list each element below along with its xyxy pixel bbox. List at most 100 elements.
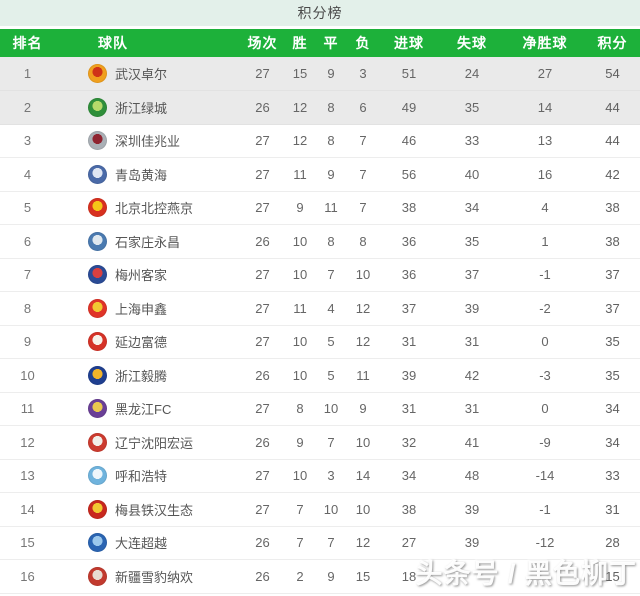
team-name: 浙江绿城: [115, 100, 168, 116]
cell-rank: 10: [0, 358, 55, 393]
cell-team: 梅县铁汉生态: [55, 492, 240, 527]
cell-rank: 14: [0, 492, 55, 527]
cell-rank: 6: [0, 224, 55, 259]
cell-win: 7: [285, 526, 315, 560]
cell-loss: 9: [347, 392, 379, 426]
cell-ga: 31: [439, 325, 505, 359]
team-logo-icon: [88, 533, 107, 553]
table-row: 11 黑龙江FC 27 8 10 9 31 31 0 34: [0, 392, 640, 426]
team-logo-icon: [88, 365, 107, 385]
cell-win: 15: [285, 57, 315, 91]
cell-gd: -2: [505, 291, 585, 326]
cell-rank: 16: [0, 559, 55, 594]
team-logo-icon: [88, 298, 107, 318]
cell-loss: 7: [347, 157, 379, 192]
cell-played: 27: [240, 291, 285, 326]
cell-gd: -3: [505, 358, 585, 393]
team-logo-icon: [88, 231, 107, 251]
cell-rank: 9: [0, 325, 55, 359]
cell-pts: 44: [585, 124, 640, 158]
cell-gf: 31: [379, 392, 439, 426]
cell-gd: 4: [505, 191, 585, 225]
cell-rank: 13: [0, 459, 55, 493]
cell-ga: [439, 559, 505, 594]
cell-team: 新疆雪豹纳欢: [55, 559, 240, 594]
cell-win: 7: [285, 492, 315, 527]
cell-gd: [505, 559, 585, 594]
cell-played: 26: [240, 224, 285, 259]
cell-rank: 1: [0, 57, 55, 91]
cell-draw: 7: [315, 526, 347, 560]
cell-team: 上海申鑫: [55, 291, 240, 326]
cell-ga: 39: [439, 492, 505, 527]
cell-win: 11: [285, 291, 315, 326]
table-row: 10 浙江毅腾 26 10 5 11 39 42 -3 35: [0, 358, 640, 393]
cell-rank: 15: [0, 526, 55, 560]
cell-gd: 13: [505, 124, 585, 158]
cell-loss: 6: [347, 90, 379, 125]
cell-played: 27: [240, 191, 285, 225]
column-header-played: 场次: [240, 29, 285, 57]
cell-draw: 9: [315, 157, 347, 192]
cell-gd: 16: [505, 157, 585, 192]
cell-win: 9: [285, 191, 315, 225]
cell-win: 10: [285, 224, 315, 259]
cell-gd: 1: [505, 224, 585, 259]
team-name: 辽宁沈阳宏运: [115, 435, 194, 451]
cell-ga: 31: [439, 392, 505, 426]
team-logo-icon: [88, 499, 107, 519]
cell-pts: 38: [585, 191, 640, 225]
cell-pts: 42: [585, 157, 640, 192]
cell-rank: 5: [0, 191, 55, 225]
cell-played: 27: [240, 124, 285, 158]
table-row: 2 浙江绿城 26 12 8 6 49 35 14 44: [0, 90, 640, 125]
cell-pts: 38: [585, 224, 640, 259]
cell-gf: 46: [379, 124, 439, 158]
cell-played: 26: [240, 358, 285, 393]
cell-team: 黑龙江FC: [55, 392, 240, 426]
cell-pts: 37: [585, 258, 640, 292]
cell-loss: 10: [347, 258, 379, 292]
table-row: 16 新疆雪豹纳欢 26 2 9 15 18 15: [0, 559, 640, 594]
cell-loss: 12: [347, 325, 379, 359]
cell-win: 10: [285, 358, 315, 393]
cell-ga: 35: [439, 224, 505, 259]
cell-ga: 34: [439, 191, 505, 225]
column-header-draw: 平: [315, 29, 347, 57]
cell-team: 延边富德: [55, 325, 240, 359]
cell-gd: -14: [505, 459, 585, 493]
cell-draw: 9: [315, 559, 347, 594]
team-name: 大连超越: [115, 536, 168, 552]
cell-gd: 0: [505, 325, 585, 359]
cell-played: 27: [240, 325, 285, 359]
cell-played: 26: [240, 526, 285, 560]
column-header-gf: 进球: [379, 29, 439, 57]
cell-team: 深圳佳兆业: [55, 124, 240, 158]
cell-gf: 49: [379, 90, 439, 125]
column-header-gd: 净胜球: [505, 29, 585, 57]
table-row: 1 武汉卓尔 27 15 9 3 51 24 27 54: [0, 57, 640, 91]
cell-played: 27: [240, 57, 285, 91]
cell-played: 27: [240, 459, 285, 493]
team-name: 武汉卓尔: [115, 67, 168, 82]
column-header-loss: 负: [347, 29, 379, 57]
cell-pts: 35: [585, 325, 640, 359]
team-logo-icon: [88, 131, 107, 151]
cell-draw: 9: [315, 57, 347, 91]
cell-played: 26: [240, 559, 285, 594]
cell-draw: 11: [315, 191, 347, 225]
table-row: 4 青岛黄海 27 11 9 7 56 40 16 42: [0, 157, 640, 192]
cell-loss: 7: [347, 124, 379, 158]
cell-gf: 32: [379, 425, 439, 460]
cell-gd: -1: [505, 258, 585, 292]
team-name: 浙江毅腾: [115, 368, 168, 384]
team-name: 梅州客家: [115, 268, 168, 284]
cell-rank: 7: [0, 258, 55, 292]
column-header-pts: 积分: [585, 29, 640, 57]
cell-win: 12: [285, 90, 315, 125]
cell-pts: 35: [585, 358, 640, 393]
cell-pts: 33: [585, 459, 640, 493]
cell-team: 青岛黄海: [55, 157, 240, 192]
cell-gf: 18: [379, 559, 439, 594]
cell-gf: 27: [379, 526, 439, 560]
